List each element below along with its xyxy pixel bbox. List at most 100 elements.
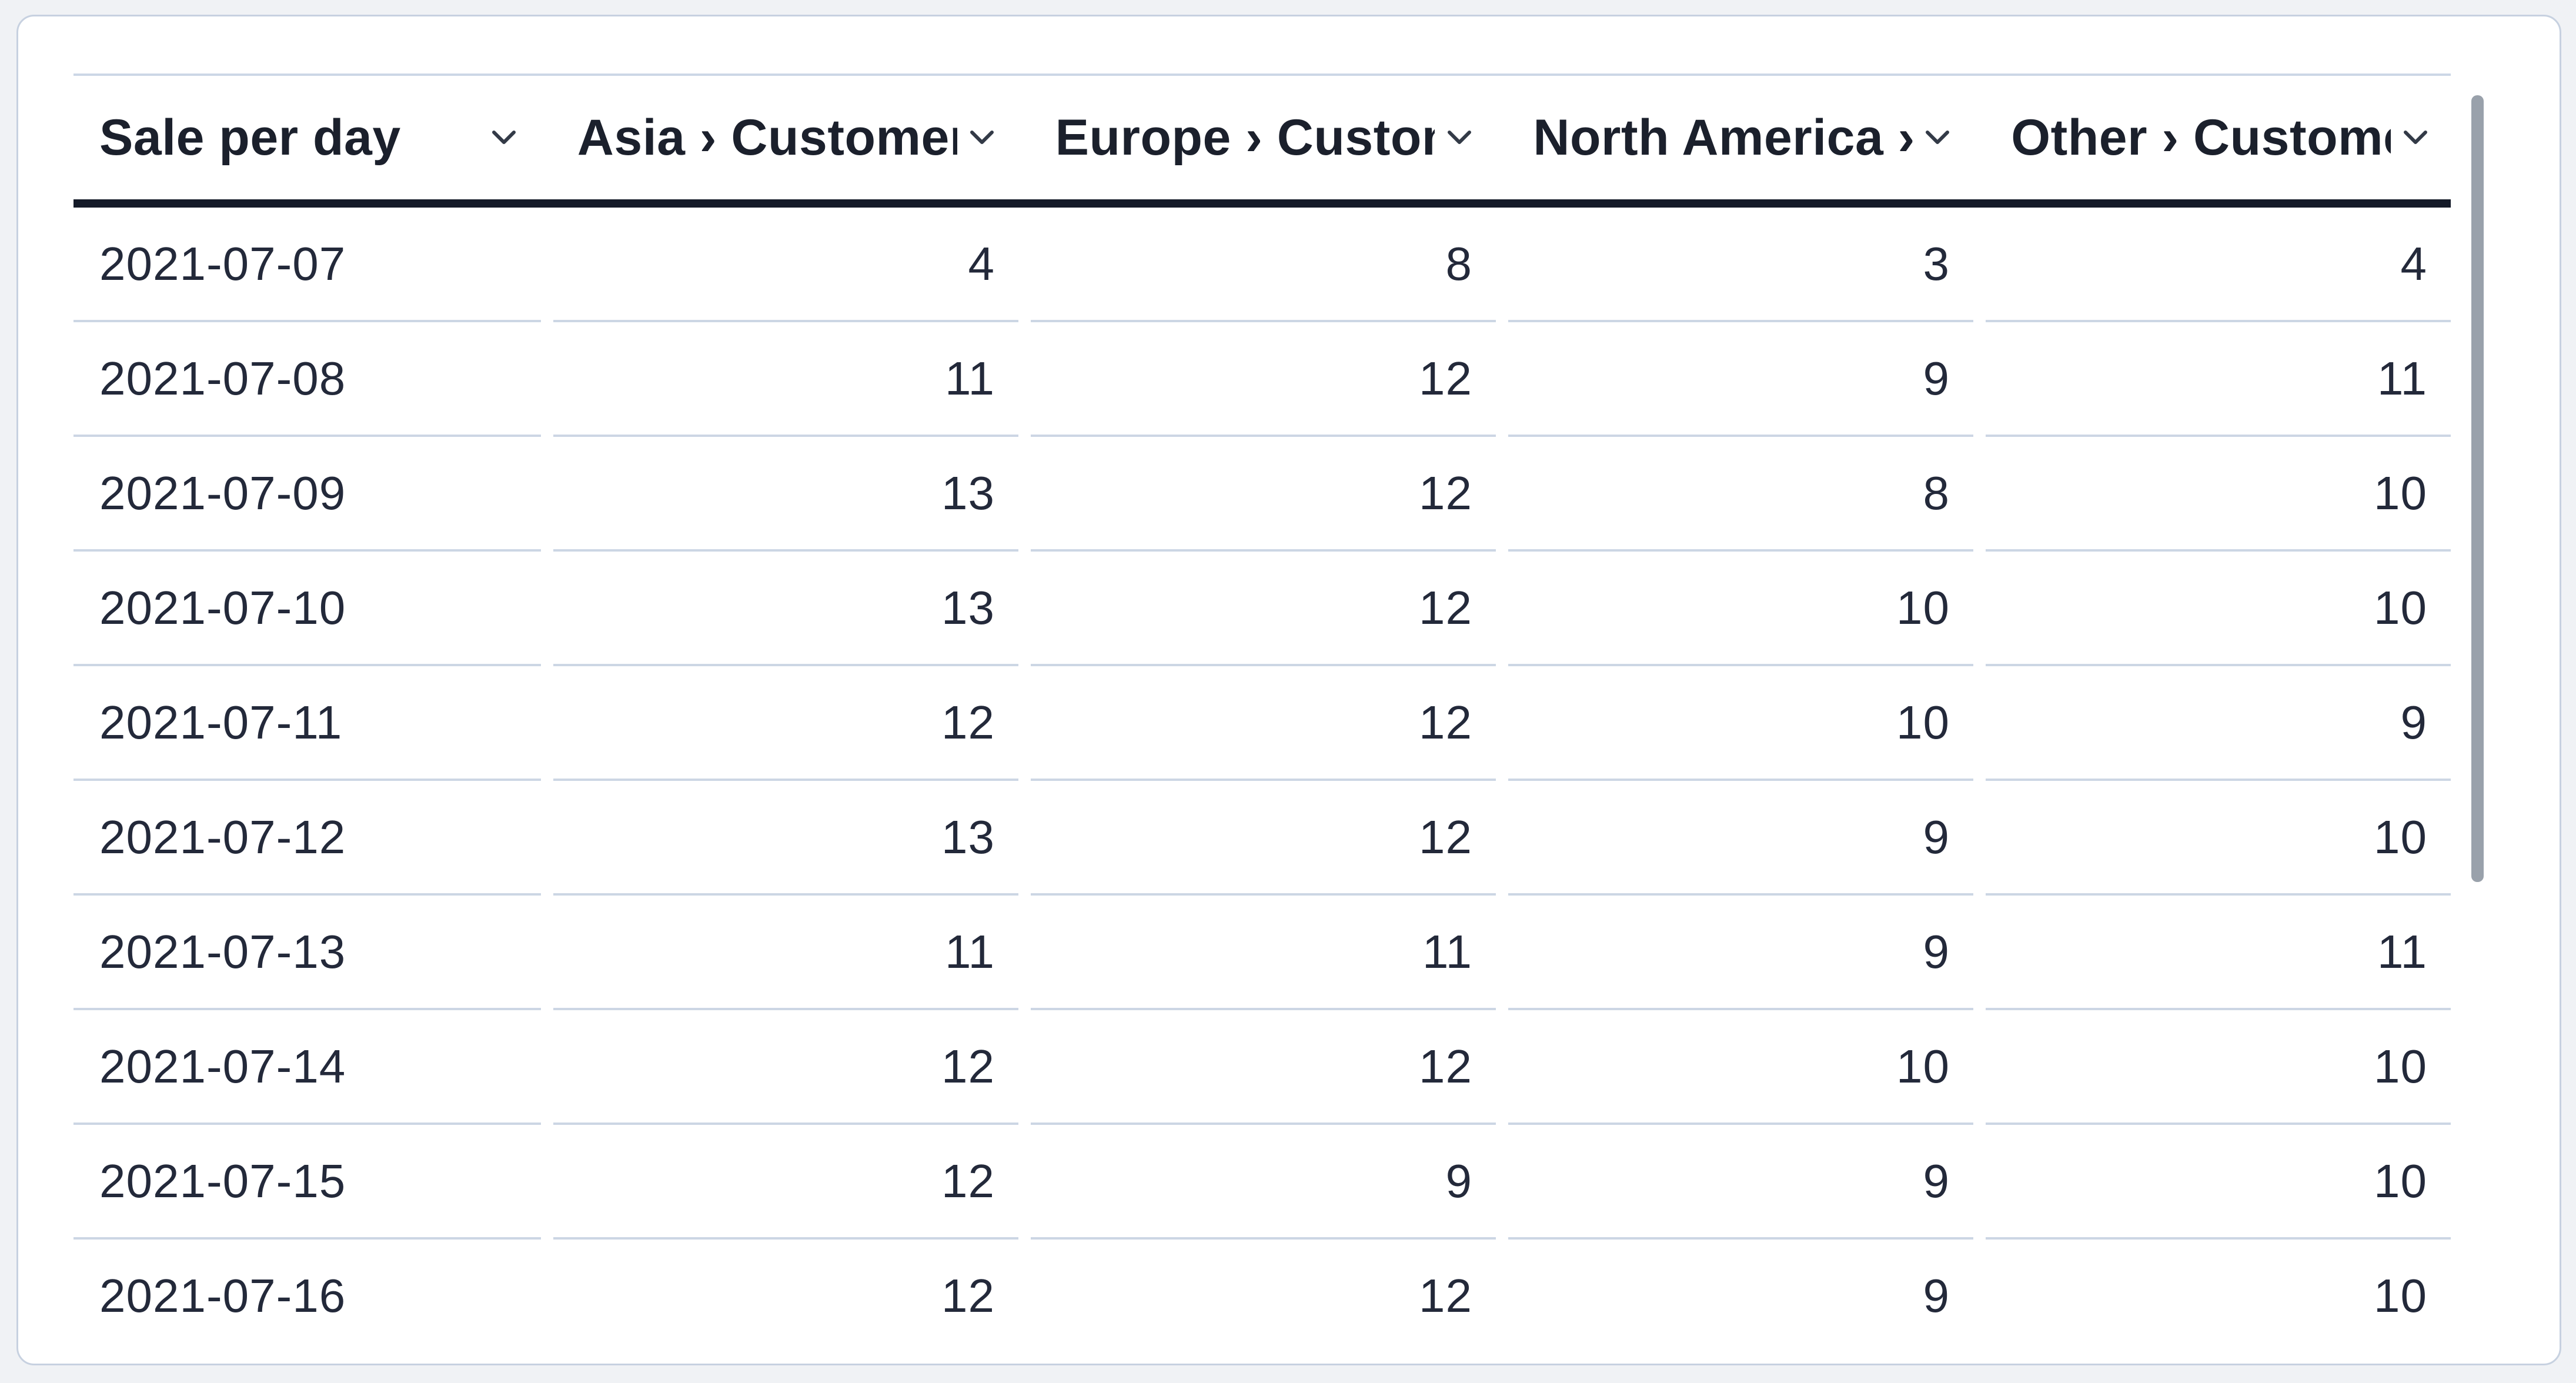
table-cell[interactable]: 9 (1508, 781, 1973, 896)
table-cell[interactable]: 12 (553, 1125, 1018, 1240)
table-cell[interactable]: 13 (553, 781, 1018, 896)
date-value: 2021-07-11 (99, 696, 343, 749)
table-cell[interactable]: 9 (1986, 666, 2451, 781)
table-cell[interactable]: 12 (553, 1240, 1018, 1354)
table-cell[interactable]: 9 (1031, 1125, 1496, 1240)
sales-table: Sale per day Asia › Customers Europe › C… (73, 74, 2451, 1354)
table-cell[interactable]: 10 (1986, 437, 2451, 552)
table-cell[interactable]: 8 (1508, 437, 1973, 552)
table-row: 2021-07-08 11 12 9 11 (73, 322, 2451, 437)
table-cell[interactable]: 10 (1986, 1125, 2451, 1240)
table-row: 2021-07-10 13 12 10 10 (73, 552, 2451, 666)
table-cell[interactable]: 12 (1031, 1010, 1496, 1125)
table-cell[interactable]: 10 (1508, 1010, 1973, 1125)
chevron-down-icon[interactable] (1925, 129, 1950, 146)
table-cell[interactable]: 11 (1986, 896, 2451, 1010)
column-header-label: Asia › Customers (577, 109, 957, 166)
column-header-other-customers[interactable]: Other › Customers (1985, 76, 2451, 199)
count-value: 9 (1923, 1269, 1950, 1322)
table-cell[interactable]: 12 (1031, 322, 1496, 437)
table-row: 2021-07-15 12 9 9 10 (73, 1125, 2451, 1240)
table-cell[interactable]: 12 (1031, 437, 1496, 552)
column-header-asia-customers[interactable]: Asia › Customers (552, 76, 1017, 199)
table-card: Sale per day Asia › Customers Europe › C… (16, 15, 2561, 1365)
table-cell[interactable]: 9 (1508, 1125, 1973, 1240)
table-cell[interactable]: 10 (1508, 666, 1973, 781)
date-value: 2021-07-08 (99, 352, 346, 405)
count-value: 12 (1419, 810, 1472, 863)
table-cell[interactable]: 4 (553, 208, 1018, 322)
count-value: 4 (2400, 237, 2427, 290)
table-cell[interactable]: 10 (1508, 552, 1973, 666)
date-value: 2021-07-07 (99, 237, 346, 290)
date-value: 2021-07-10 (99, 581, 346, 634)
count-value: 12 (1419, 1040, 1472, 1093)
table-cell[interactable]: 2021-07-10 (73, 552, 541, 666)
table-cell[interactable]: 2021-07-12 (73, 781, 541, 896)
table-cell[interactable]: 13 (553, 437, 1018, 552)
table-cell[interactable]: 9 (1508, 896, 1973, 1010)
count-value: 12 (1419, 1269, 1472, 1322)
vertical-scrollbar-thumb[interactable] (2471, 95, 2484, 882)
table-cell[interactable]: 2021-07-16 (73, 1240, 541, 1354)
table-cell[interactable]: 12 (1031, 1240, 1496, 1354)
table-cell[interactable]: 12 (1031, 781, 1496, 896)
count-value: 13 (941, 810, 995, 863)
chevron-down-icon[interactable] (491, 129, 517, 146)
count-value: 12 (1419, 581, 1472, 634)
table-cell[interactable]: 3 (1508, 208, 1973, 322)
table-header-row: Sale per day Asia › Customers Europe › C… (73, 74, 2451, 208)
column-header-label: Europe › Customers (1055, 109, 1435, 166)
table-cell[interactable]: 10 (1986, 552, 2451, 666)
count-value: 12 (941, 1269, 995, 1322)
count-value: 13 (941, 581, 995, 634)
count-value: 10 (2374, 810, 2427, 863)
table-row: 2021-07-13 11 11 9 11 (73, 896, 2451, 1010)
table-cell[interactable]: 2021-07-15 (73, 1125, 541, 1240)
table-body: 2021-07-07 4 8 3 4 2021-07-08 11 12 9 11 2021-07-0… (73, 208, 2451, 1354)
table-row: 2021-07-11 12 12 10 9 (73, 666, 2451, 781)
column-header-europe-customers[interactable]: Europe › Customers (1030, 76, 1495, 199)
column-header-sale-per-day[interactable]: Sale per day (73, 76, 539, 199)
table-cell[interactable]: 11 (553, 896, 1018, 1010)
table-row: 2021-07-07 4 8 3 4 (73, 208, 2451, 322)
table-cell[interactable]: 13 (553, 552, 1018, 666)
count-value: 9 (1923, 810, 1950, 863)
table-cell[interactable]: 12 (1031, 666, 1496, 781)
chevron-down-icon[interactable] (969, 129, 995, 146)
date-value: 2021-07-16 (99, 1269, 346, 1322)
count-value: 10 (1896, 1040, 1950, 1093)
table-cell[interactable]: 4 (1986, 208, 2451, 322)
table-cell[interactable]: 2021-07-09 (73, 437, 541, 552)
count-value: 10 (2374, 1154, 2427, 1207)
table-cell[interactable]: 9 (1508, 1240, 1973, 1354)
table-cell[interactable]: 2021-07-07 (73, 208, 541, 322)
table-cell[interactable]: 10 (1986, 1240, 2451, 1354)
table-cell[interactable]: 10 (1986, 781, 2451, 896)
column-header-north-america-customers[interactable]: North America › Customers (1507, 76, 1973, 199)
table-cell[interactable]: 2021-07-14 (73, 1010, 541, 1125)
count-value: 10 (1896, 581, 1950, 634)
table-cell[interactable]: 12 (1031, 552, 1496, 666)
count-value: 10 (2374, 1040, 2427, 1093)
count-value: 12 (941, 1154, 995, 1207)
table-cell[interactable]: 2021-07-08 (73, 322, 541, 437)
table-cell[interactable]: 8 (1031, 208, 1496, 322)
date-value: 2021-07-15 (99, 1154, 346, 1207)
table-cell[interactable]: 2021-07-13 (73, 896, 541, 1010)
count-value: 9 (1445, 1154, 1472, 1207)
table-cell[interactable]: 12 (553, 1010, 1018, 1125)
chevron-down-icon[interactable] (2403, 129, 2428, 146)
count-value: 11 (2377, 352, 2427, 405)
table-cell[interactable]: 12 (553, 666, 1018, 781)
table-cell[interactable]: 11 (553, 322, 1018, 437)
table-row: 2021-07-16 12 12 9 10 (73, 1240, 2451, 1354)
table-cell[interactable]: 11 (1031, 896, 1496, 1010)
table-cell[interactable]: 2021-07-11 (73, 666, 541, 781)
table-cell[interactable]: 11 (1986, 322, 2451, 437)
column-header-label: North America › Customers (1533, 109, 1913, 166)
chevron-down-icon[interactable] (1446, 129, 1472, 146)
table-cell[interactable]: 10 (1986, 1010, 2451, 1125)
table-cell[interactable]: 9 (1508, 322, 1973, 437)
date-value: 2021-07-14 (99, 1040, 346, 1093)
